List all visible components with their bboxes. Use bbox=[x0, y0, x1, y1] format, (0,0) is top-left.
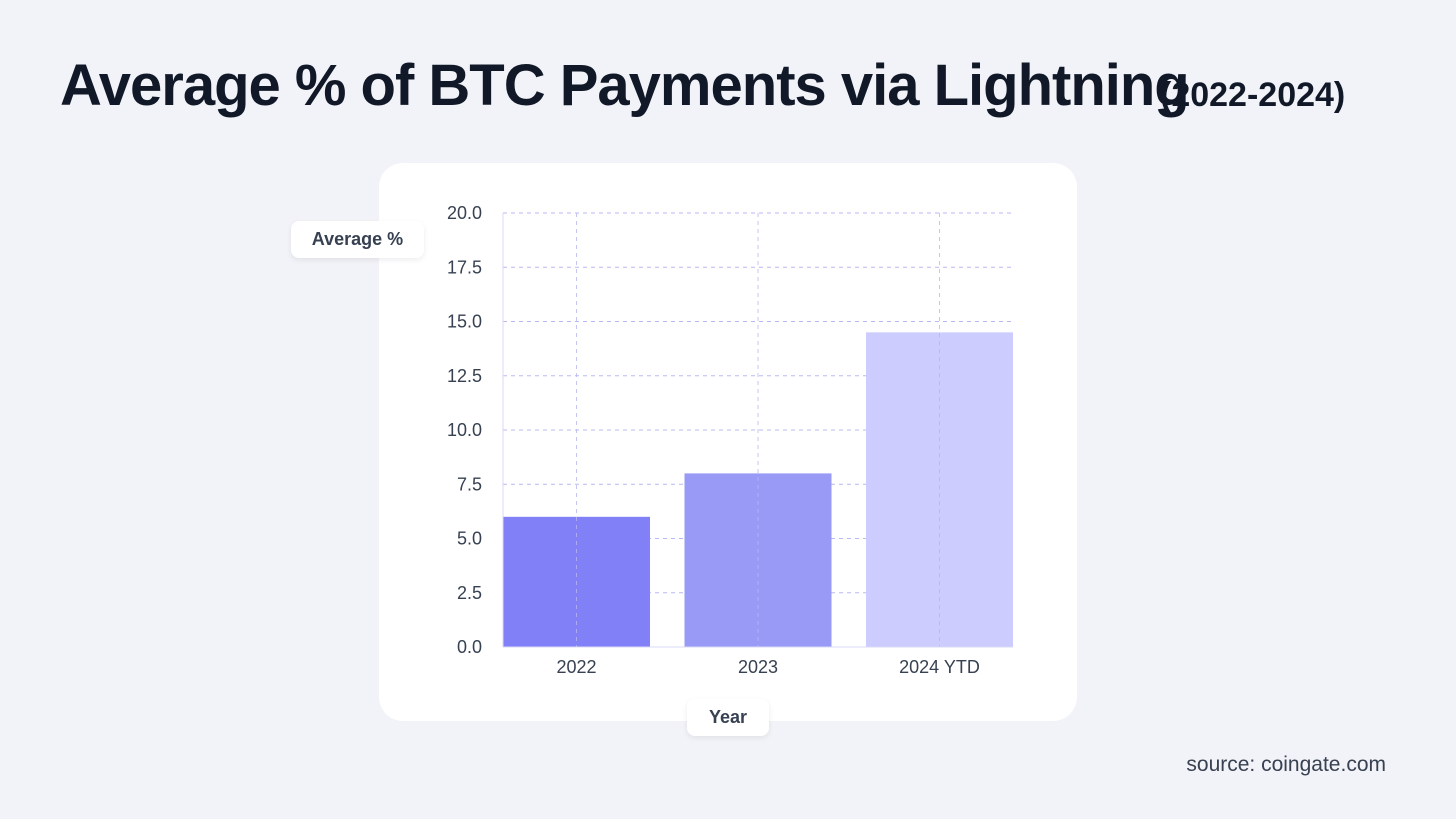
y-tick-label: 2.5 bbox=[457, 583, 482, 603]
y-tick-label: 15.0 bbox=[447, 312, 482, 332]
tick-labels: 0.0 2.5 5.0 7.5 10.0 12.5 15.0 17.5 20.0 2022 2023… bbox=[447, 203, 980, 677]
y-tick-label: 10.0 bbox=[447, 420, 482, 440]
x-tick-label: 2022 bbox=[556, 657, 596, 677]
x-axis-label: Year bbox=[687, 699, 769, 736]
x-tick-label: 2023 bbox=[738, 657, 778, 677]
y-axis-label: Average % bbox=[291, 221, 424, 258]
axes bbox=[502, 213, 1013, 648]
bars bbox=[503, 332, 1013, 647]
page-title: Average % of BTC Payments via Lightning bbox=[60, 53, 1190, 118]
y-tick-label: 20.0 bbox=[447, 203, 482, 223]
source-note: source: coingate.com bbox=[1186, 753, 1386, 776]
page-subtitle: (2022-2024) bbox=[1160, 76, 1346, 114]
y-tick-label: 5.0 bbox=[457, 529, 482, 549]
x-tick-label: 2024 YTD bbox=[899, 657, 980, 677]
y-tick-label: 17.5 bbox=[447, 257, 482, 277]
y-tick-label: 7.5 bbox=[457, 474, 482, 494]
vertical-grid-lines bbox=[576, 213, 940, 647]
y-tick-label: 12.5 bbox=[447, 366, 482, 386]
y-tick-label: 0.0 bbox=[457, 637, 482, 657]
